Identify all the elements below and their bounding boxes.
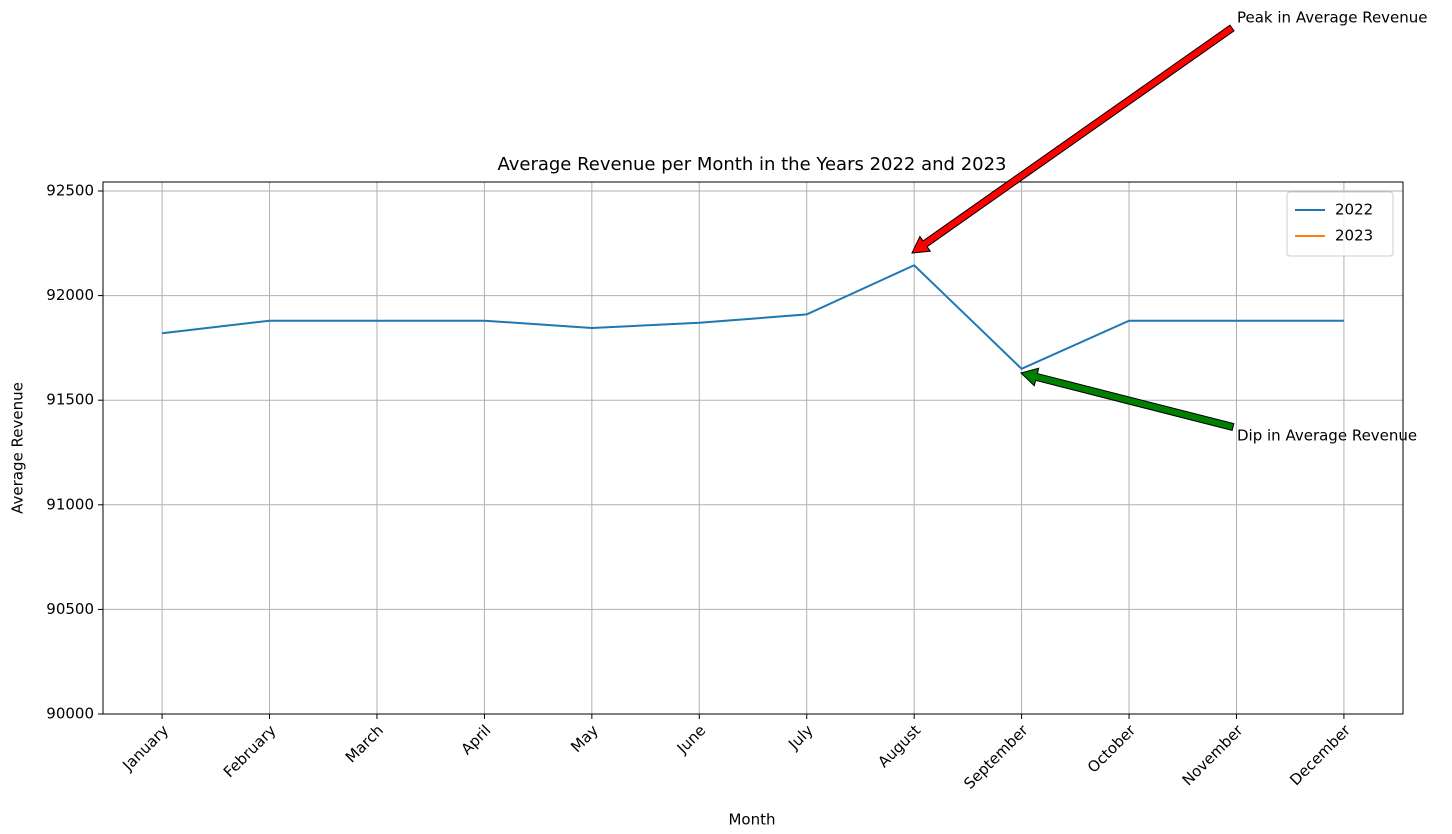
x-tick-label: October bbox=[1084, 721, 1140, 777]
legend-label: 2022 bbox=[1335, 201, 1373, 219]
x-tick-label: August bbox=[874, 721, 924, 771]
x-tick-label: September bbox=[960, 721, 1032, 793]
x-axis-label: Month bbox=[728, 811, 775, 829]
x-tick-label: December bbox=[1286, 721, 1354, 789]
y-tick-label: 90500 bbox=[46, 600, 94, 618]
chart-title: Average Revenue per Month in the Years 2… bbox=[497, 154, 1006, 175]
annotation-arrow bbox=[1020, 367, 1235, 431]
x-tick-label: March bbox=[342, 721, 387, 766]
annotation-text: Dip in Average Revenue bbox=[1237, 427, 1417, 445]
y-tick-label: 92500 bbox=[46, 181, 94, 199]
line-series bbox=[161, 264, 1344, 371]
annotation-text: Peak in Average Revenue bbox=[1237, 9, 1428, 27]
x-tick-label: May bbox=[567, 721, 602, 756]
x-tick-label: April bbox=[457, 721, 494, 758]
x-tick-label: November bbox=[1179, 721, 1247, 789]
y-tick-label: 91500 bbox=[46, 391, 94, 409]
legend-box bbox=[1286, 191, 1394, 257]
x-tick-label: June bbox=[673, 721, 710, 758]
legend-label: 2023 bbox=[1335, 227, 1373, 245]
y-tick-label: 90000 bbox=[46, 705, 94, 723]
annotation-arrow bbox=[911, 24, 1235, 254]
x-tick-label: February bbox=[220, 721, 280, 781]
x-tick-label: July bbox=[784, 721, 817, 754]
x-tick-label: January bbox=[118, 721, 172, 775]
y-axis-label: Average Revenue bbox=[9, 382, 27, 514]
y-tick-label: 92000 bbox=[46, 286, 94, 304]
axes-frame bbox=[102, 181, 1404, 715]
y-tick-label: 91000 bbox=[46, 495, 94, 513]
